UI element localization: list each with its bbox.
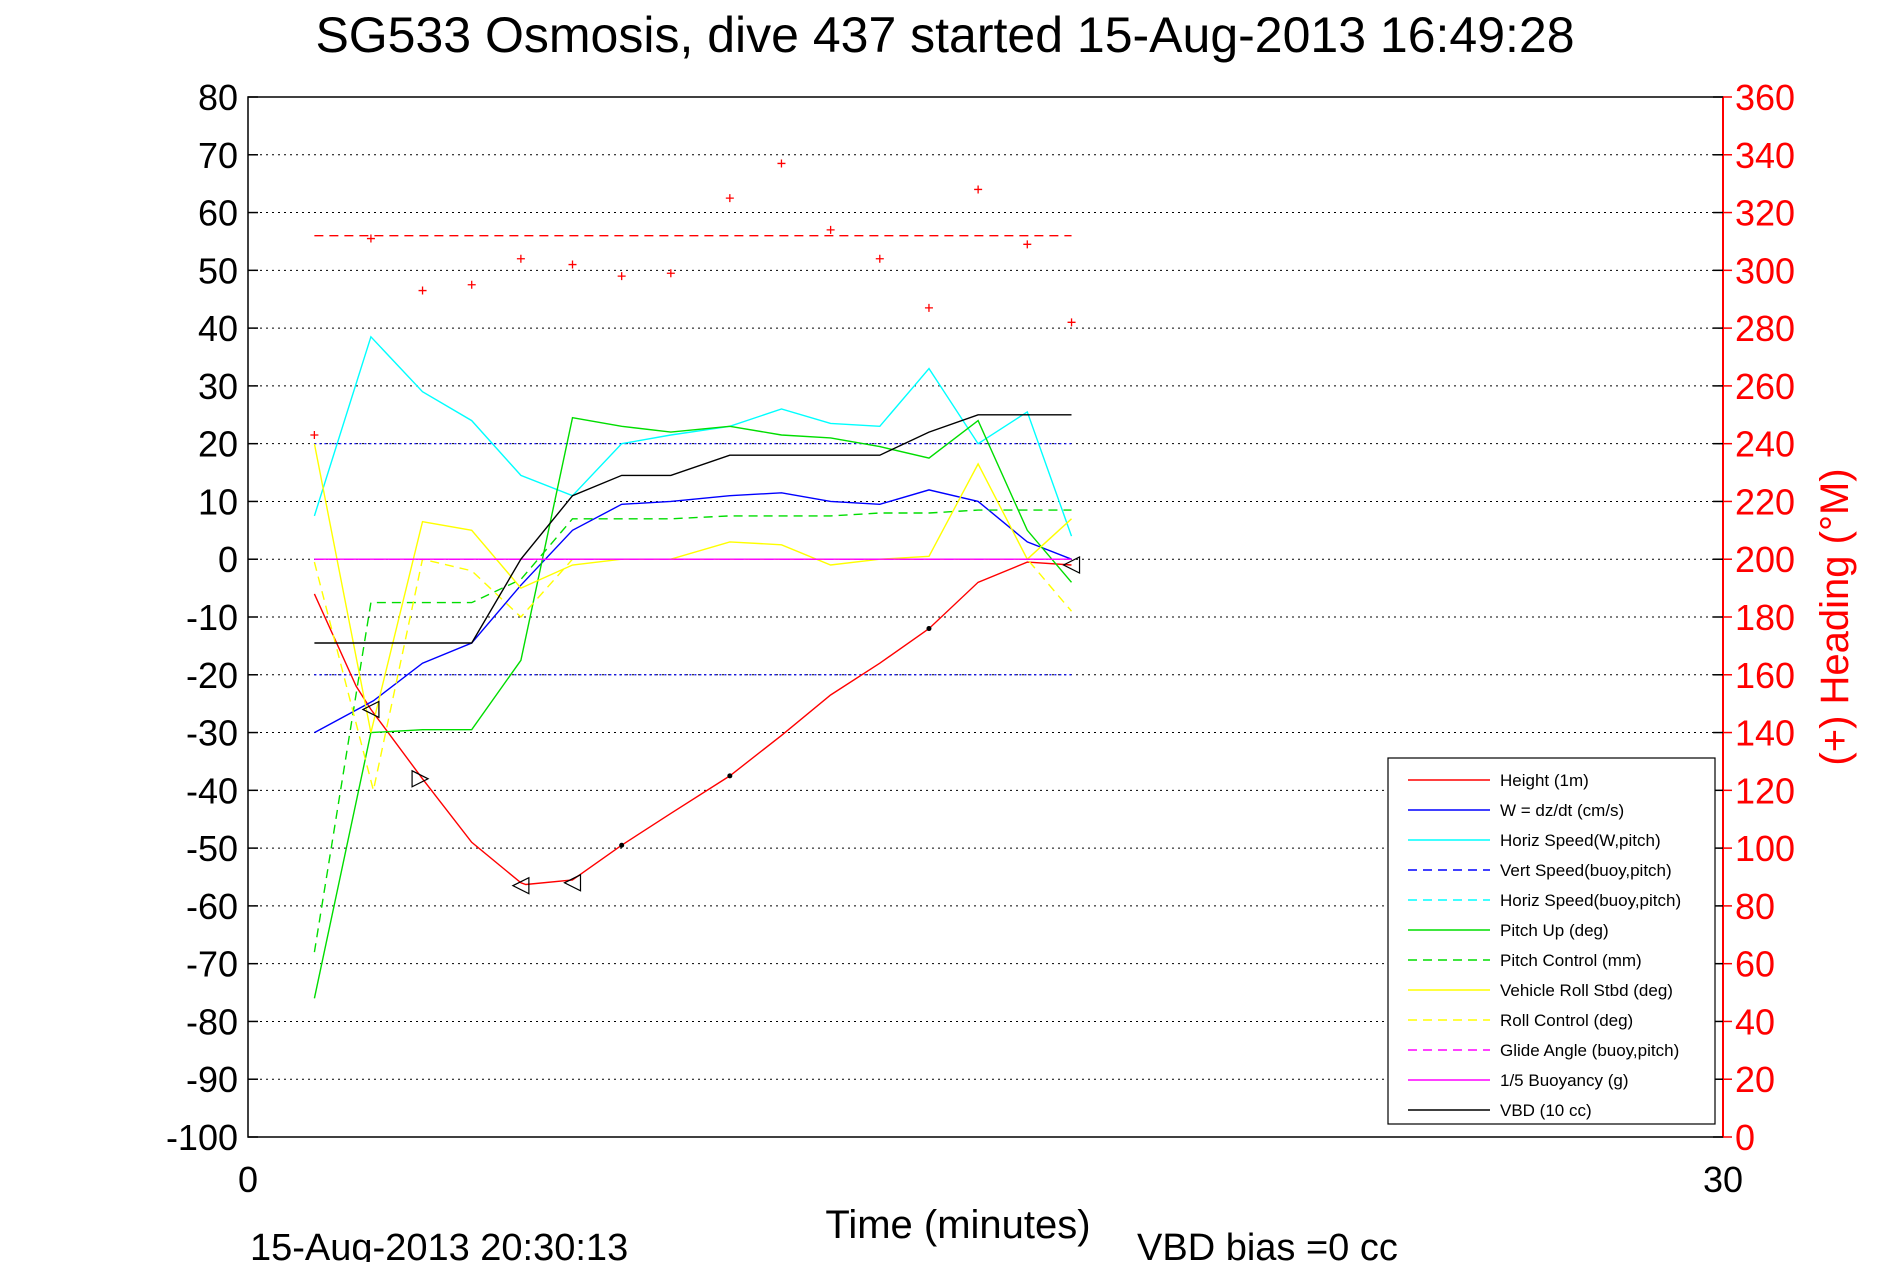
dot-marker <box>727 773 733 779</box>
heading-point <box>924 303 933 312</box>
y-right-tick-label: 240 <box>1735 424 1795 465</box>
y-right-tick-label: 120 <box>1735 770 1795 811</box>
series-line <box>313 335 1073 537</box>
triangle-marker <box>563 873 582 892</box>
y-right-tick-label: 160 <box>1735 655 1795 696</box>
legend-label: Horiz Speed(buoy,pitch) <box>1500 891 1681 910</box>
y-tick-label: -40 <box>186 770 238 811</box>
y-right-tick-label: 220 <box>1735 481 1795 522</box>
legend-label: Height (1m) <box>1500 771 1589 790</box>
heading-point <box>516 254 525 263</box>
y-right-tick-label: 100 <box>1735 828 1795 869</box>
y-tick-label: -10 <box>186 597 238 638</box>
heading-point <box>777 159 786 168</box>
legend-label: Vert Speed(buoy,pitch) <box>1500 861 1672 880</box>
reference-lines <box>314 443 1072 676</box>
legend-label: 1/5 Buoyancy (g) <box>1500 1071 1629 1090</box>
markers-layer <box>361 556 1081 895</box>
series-line <box>313 443 1072 733</box>
legend-label: Pitch Control (mm) <box>1500 951 1642 970</box>
y-right-tick-label: 40 <box>1735 1001 1775 1042</box>
y-tick-label: -90 <box>186 1059 238 1100</box>
y-right-tick-label: 80 <box>1735 886 1775 927</box>
heading-point <box>666 269 675 278</box>
x-tick-label: 30 <box>1703 1159 1743 1200</box>
y-tick-label: -70 <box>186 944 238 985</box>
heading-point <box>974 185 983 194</box>
x-tick-label: 0 <box>238 1159 258 1200</box>
series-line <box>313 416 1073 999</box>
y-right-tick-label: 360 <box>1735 77 1795 118</box>
y-right-tick-label: 260 <box>1735 366 1795 407</box>
triangle-marker <box>1062 556 1081 574</box>
series-line <box>314 489 1072 734</box>
dot-marker <box>619 842 625 848</box>
y-axis-right-ticks: 3603403203002802602402202001801601401201… <box>1723 77 1795 1158</box>
dot-marker <box>926 626 932 632</box>
legend: Height (1m) W = dz/dt (cm/s) Horiz Speed(W… <box>1387 757 1716 1125</box>
legend-label: Horiz Speed(W,pitch) <box>1500 831 1661 850</box>
chart-title: SG533 Osmosis, dive 437 started 15-Aug-2… <box>315 7 1574 63</box>
heading-point <box>826 225 835 234</box>
y-tick-label: -80 <box>186 1001 238 1042</box>
legend-label: Pitch Up (deg) <box>1500 921 1609 940</box>
y-tick-label: 50 <box>198 250 238 291</box>
heading-point <box>725 194 734 203</box>
heading-point <box>1067 318 1076 327</box>
y-tick-label: 20 <box>198 424 238 465</box>
x-axis-ticks: 0 30 <box>238 1159 1743 1200</box>
legend-label: VBD (10 cc) <box>1500 1101 1592 1120</box>
legend-box <box>1387 757 1716 1125</box>
footer-vbd-bias: VBD bias =0 cc <box>1137 1227 1398 1262</box>
y-tick-label: -50 <box>186 828 238 869</box>
y-tick-label: 70 <box>198 135 238 176</box>
triangle-marker <box>411 769 430 788</box>
y-tick-label: 10 <box>198 481 238 522</box>
heading-point <box>875 254 884 263</box>
heading-point <box>467 280 476 289</box>
legend-label: Roll Control (deg) <box>1500 1011 1633 1030</box>
legend-label: Vehicle Roll Stbd (deg) <box>1500 981 1673 1000</box>
y-right-tick-label: 300 <box>1735 250 1795 291</box>
y-right-tick-label: 180 <box>1735 597 1795 638</box>
heading-point <box>366 234 375 243</box>
triangle-marker <box>511 876 530 895</box>
y-right-tick-label: 200 <box>1735 539 1795 580</box>
y-tick-label: -100 <box>166 1117 238 1158</box>
heading-layer <box>310 159 1076 439</box>
y-tick-label: 80 <box>198 77 238 118</box>
heading-point <box>568 260 577 269</box>
y-right-tick-label: 320 <box>1735 193 1795 234</box>
y-axis-right-label: (+) Heading (°M) <box>1813 468 1857 765</box>
heading-point <box>1023 240 1032 249</box>
y-axis-ticks: 80 70 60 50 40 30 20 10 0 -10 -20 -30 -40 -50 -60 -70 -8… <box>166 77 1723 1158</box>
y-right-tick-label: 0 <box>1735 1117 1755 1158</box>
series-line <box>314 414 1072 644</box>
x-axis-label: Time (minutes) <box>825 1203 1090 1247</box>
heading-point <box>310 431 319 439</box>
heading-point <box>617 272 626 281</box>
series-layer <box>313 335 1073 999</box>
triangle-marker <box>361 700 380 719</box>
legend-label: Glide Angle (buoy,pitch) <box>1500 1041 1679 1060</box>
y-tick-label: 30 <box>198 366 238 407</box>
y-tick-label: -20 <box>186 655 238 696</box>
heading-point <box>418 286 427 295</box>
footer-timestamp: 15-Aug-2013 20:30:13 <box>250 1227 628 1262</box>
y-right-tick-label: 140 <box>1735 713 1795 754</box>
y-right-tick-label: 20 <box>1735 1059 1775 1100</box>
series-line <box>313 509 1072 953</box>
y-tick-label: -60 <box>186 886 238 927</box>
y-right-tick-label: 340 <box>1735 135 1795 176</box>
series-line <box>313 561 1072 886</box>
y-right-tick-label: 280 <box>1735 308 1795 349</box>
y-tick-label: -30 <box>186 713 238 754</box>
legend-label: W = dz/dt (cm/s) <box>1500 801 1624 820</box>
y-tick-label: 60 <box>198 193 238 234</box>
y-right-tick-label: 60 <box>1735 944 1775 985</box>
y-tick-label: 40 <box>198 308 238 349</box>
y-tick-label: 0 <box>218 539 238 580</box>
